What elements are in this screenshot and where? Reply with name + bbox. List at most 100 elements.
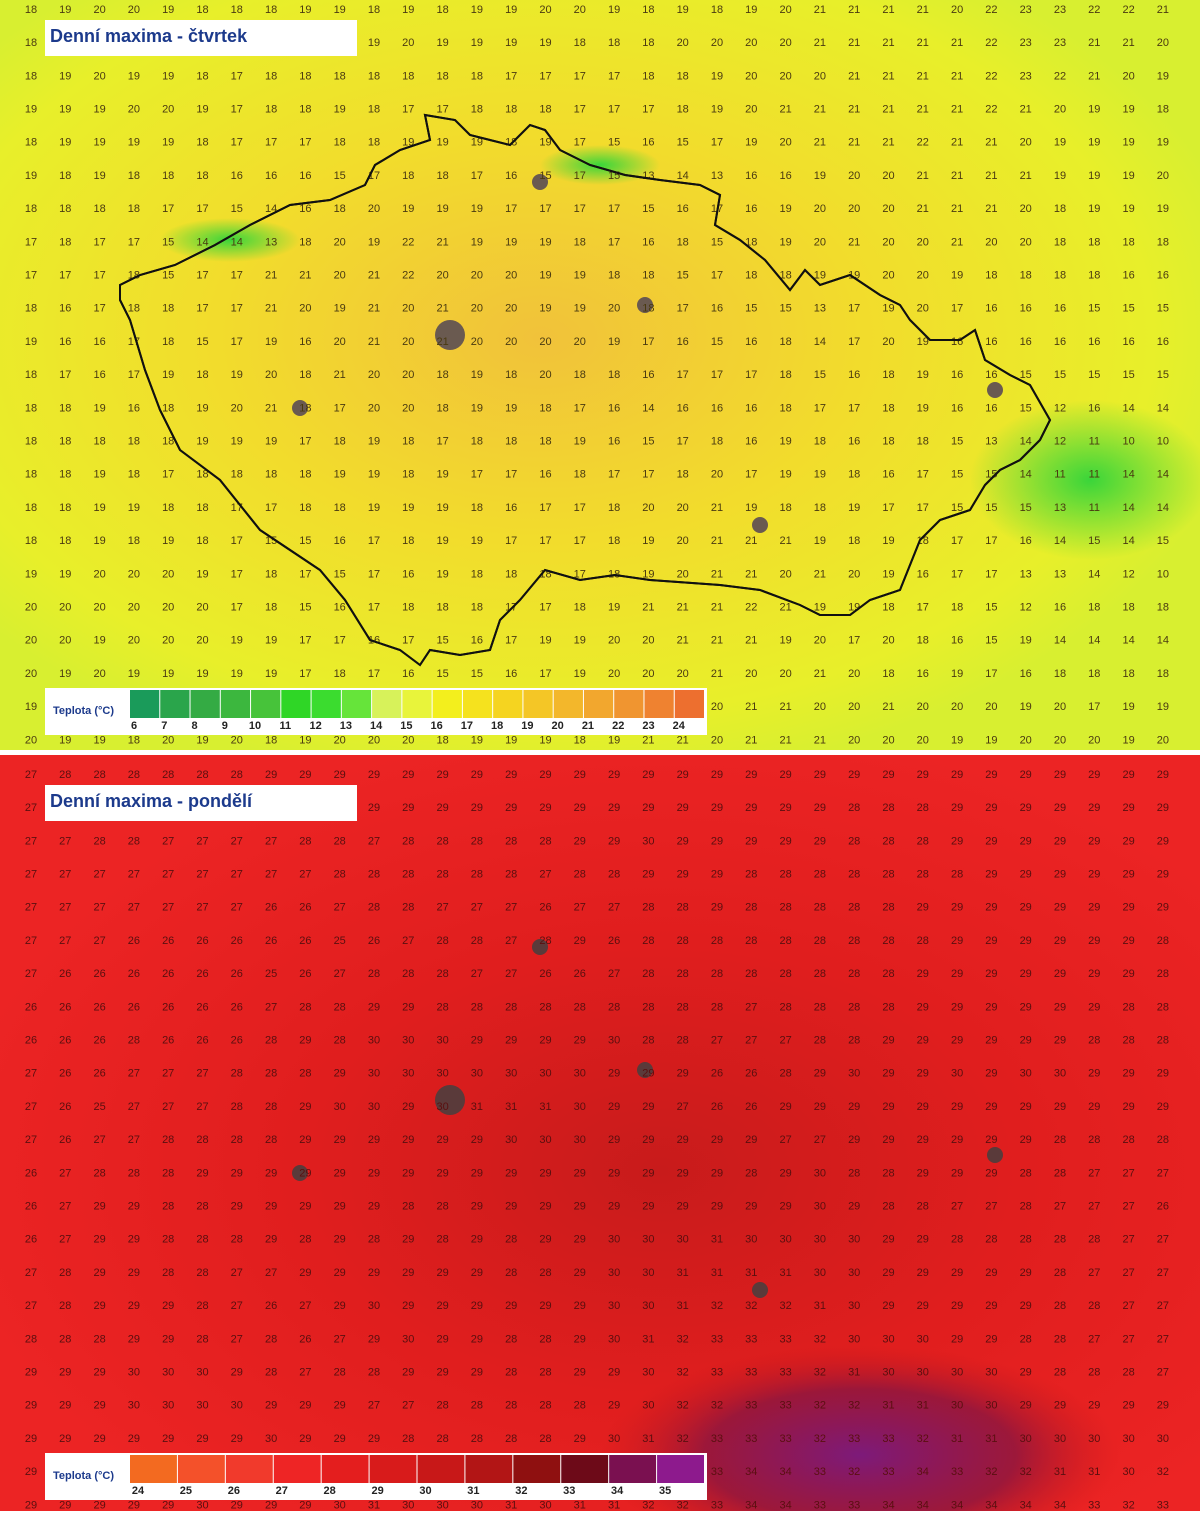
temperature-value: 15 <box>745 303 757 315</box>
temperature-value: 11 <box>1089 436 1100 448</box>
temperature-value: 13 <box>1054 568 1066 580</box>
temperature-value: 31 <box>814 1300 826 1312</box>
temperature-value: 14 <box>1054 535 1066 547</box>
temperature-value: 21 <box>368 270 380 282</box>
temperature-value: 13 <box>1054 502 1066 514</box>
temperature-value: 16 <box>231 170 243 182</box>
temperature-value: 18 <box>642 4 654 16</box>
temperature-value: 14 <box>814 336 826 348</box>
temperature-value: 31 <box>951 1433 963 1445</box>
temperature-value: 19 <box>1122 104 1134 116</box>
temperature-value: 11 <box>1089 469 1100 481</box>
temperature-value: 30 <box>882 1367 894 1379</box>
temperature-value: 18 <box>299 502 311 514</box>
legend-tick: 9 <box>222 720 228 732</box>
temperature-value: 28 <box>814 1035 826 1047</box>
temperature-value: 29 <box>1122 835 1134 847</box>
city <box>987 382 1003 398</box>
temperature-value: 18 <box>299 369 311 381</box>
temperature-value: 29 <box>59 1367 71 1379</box>
temperature-value: 16 <box>985 369 997 381</box>
temperature-value: 17 <box>539 535 551 547</box>
temperature-value: 13 <box>642 170 654 182</box>
temperature-value: 18 <box>299 70 311 82</box>
temperature-value: 15 <box>814 369 826 381</box>
temperature-value: 29 <box>574 1167 586 1179</box>
temperature-value: 32 <box>642 1499 654 1511</box>
temperature-value: 28 <box>162 1234 174 1246</box>
temperature-value: 20 <box>25 635 37 647</box>
temperature-value: 15 <box>436 668 448 680</box>
temperature-value: 29 <box>436 1167 448 1179</box>
temperature-value: 31 <box>848 1367 860 1379</box>
temperature-value: 18 <box>574 734 586 746</box>
temperature-value: 21 <box>1157 4 1169 16</box>
divider <box>0 750 1200 755</box>
legend-tick: 21 <box>582 720 594 732</box>
temperature-value: 29 <box>1088 902 1100 914</box>
temperature-value: 27 <box>745 1001 757 1013</box>
temperature-value: 30 <box>848 1234 860 1246</box>
temperature-value: 17 <box>93 270 105 282</box>
temperature-value: 29 <box>1054 1001 1066 1013</box>
temperature-value: 28 <box>1054 1367 1066 1379</box>
temperature-value: 16 <box>1020 535 1032 547</box>
temperature-value: 17 <box>848 402 860 414</box>
temperature-value: 20 <box>59 635 71 647</box>
temperature-value: 17 <box>231 303 243 315</box>
temperature-value: 19 <box>436 37 448 49</box>
temperature-value: 29 <box>1157 802 1169 814</box>
temperature-value: 28 <box>436 869 448 881</box>
temperature-value: 18 <box>25 535 37 547</box>
temperature-value: 31 <box>471 1101 483 1113</box>
temperature-value: 29 <box>1157 1400 1169 1412</box>
temperature-value: 30 <box>368 1068 380 1080</box>
temperature-value: 20 <box>1157 170 1169 182</box>
temperature-value: 17 <box>608 469 620 481</box>
legend-swatch <box>402 690 432 718</box>
temperature-value: 26 <box>162 1001 174 1013</box>
temperature-value: 21 <box>917 104 929 116</box>
temperature-value: 29 <box>985 968 997 980</box>
temperature-value: 21 <box>368 336 380 348</box>
temperature-value: 29 <box>1020 835 1032 847</box>
temperature-value: 19 <box>93 535 105 547</box>
temperature-value: 20 <box>814 701 826 713</box>
temperature-value: 27 <box>265 835 277 847</box>
temperature-value: 19 <box>128 137 140 149</box>
temperature-value: 19 <box>779 203 791 215</box>
temperature-value: 19 <box>1122 734 1134 746</box>
temperature-value: 16 <box>951 402 963 414</box>
temperature-value: 20 <box>162 635 174 647</box>
temperature-value: 15 <box>985 602 997 614</box>
temperature-value: 28 <box>231 769 243 781</box>
temperature-value: 33 <box>848 1499 860 1511</box>
temperature-value: 19 <box>882 535 894 547</box>
temperature-value: 17 <box>539 203 551 215</box>
temperature-value: 28 <box>882 935 894 947</box>
temperature-value: 18 <box>848 469 860 481</box>
temperature-value: 30 <box>814 1234 826 1246</box>
temperature-value: 18 <box>436 402 448 414</box>
legend-swatch <box>614 690 644 718</box>
temperature-value: 29 <box>951 902 963 914</box>
temperature-value: 20 <box>745 70 757 82</box>
legend-swatch <box>417 1455 465 1483</box>
temperature-value: 28 <box>1122 1035 1134 1047</box>
temperature-value: 28 <box>471 1433 483 1445</box>
temperature-value: 28 <box>299 1001 311 1013</box>
temperature-value: 29 <box>574 1035 586 1047</box>
legend-swatch <box>561 1455 609 1483</box>
temperature-value: 29 <box>779 802 791 814</box>
temperature-value: 26 <box>745 1101 757 1113</box>
temperature-value: 30 <box>539 1068 551 1080</box>
temperature-value: 16 <box>985 303 997 315</box>
temperature-value: 30 <box>745 1234 757 1246</box>
temperature-value: 20 <box>1020 236 1032 248</box>
temperature-value: 26 <box>196 1035 208 1047</box>
temperature-value: 27 <box>231 869 243 881</box>
temperature-value: 28 <box>128 835 140 847</box>
temperature-value: 18 <box>882 436 894 448</box>
temperature-value: 18 <box>1088 602 1100 614</box>
temperature-value: 27 <box>574 902 586 914</box>
